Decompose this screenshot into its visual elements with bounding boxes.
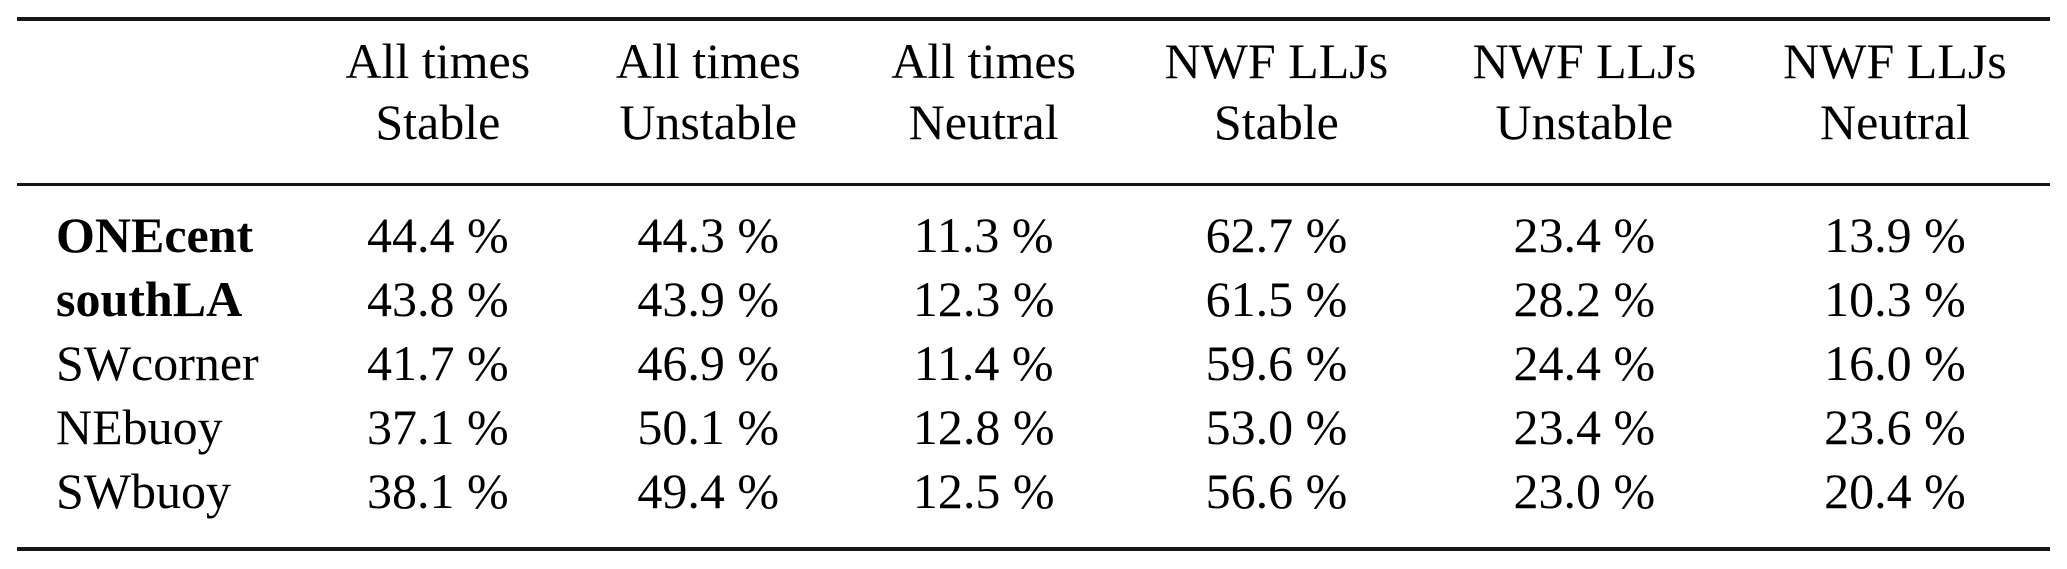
table-cell: 53.0 % <box>1205 399 1348 455</box>
table-row-southla: southLA 43.8 % 43.9 % 12.3 % 61.5 % 28.2… <box>17 267 2050 331</box>
table-cell: 41.7 % <box>366 335 509 391</box>
table-cell: 46.9 % <box>637 335 780 391</box>
table-cell: 11.4 % <box>913 335 1054 391</box>
table-cell: 13.9 % <box>1824 207 1966 263</box>
column-header-line1: All times <box>345 33 531 89</box>
table-cell: 44.3 % <box>637 207 780 263</box>
table-cell: 23.4 % <box>1513 207 1656 263</box>
table-cell: 37.1 % <box>366 399 509 455</box>
column-header-line1: NWF LLJs <box>1783 33 2007 89</box>
table-cell: 43.8 % <box>366 271 509 327</box>
table-cell: 16.0 % <box>1824 335 1966 391</box>
table-cell: 23.0 % <box>1513 463 1656 519</box>
column-header-line2: Neutral <box>1819 94 1970 150</box>
column-header-line1: NWF LLJs <box>1164 33 1389 89</box>
table-cell: 11.3 % <box>913 207 1054 263</box>
table-row-nebuoy: NEbuoy 37.1 % 50.1 % 12.8 % 53.0 % 23.4 … <box>17 395 2050 459</box>
column-header-line2: Unstable <box>1495 94 1674 150</box>
table-cell: 23.6 % <box>1824 399 1966 455</box>
table-cell: 49.4 % <box>637 463 780 519</box>
table-cell: 20.4 % <box>1824 463 1966 519</box>
row-label: SWcorner <box>56 335 259 391</box>
table-cell: 61.5 % <box>1205 271 1348 327</box>
table-cell: 59.6 % <box>1205 335 1348 391</box>
table-cell: 56.6 % <box>1205 463 1348 519</box>
row-label: NEbuoy <box>56 399 223 455</box>
table-cell: 10.3 % <box>1824 271 1966 327</box>
table-row-swcorner: SWcorner 41.7 % 46.9 % 11.4 % 59.6 % 24.… <box>17 331 2050 395</box>
column-header-line1: All times <box>891 33 1076 89</box>
header-row: All times Stable All times Unstable All … <box>17 19 2050 186</box>
column-header-nwfllj-stable: NWF LLJs Stable <box>1123 19 1429 186</box>
column-header-nwfllj-unstable: NWF LLJs Unstable <box>1428 19 1740 186</box>
column-header-nwfllj-neutral: NWF LLJs Neutral <box>1739 19 2050 186</box>
column-header-line2: Stable <box>375 94 501 150</box>
table-cell: 44.4 % <box>366 207 509 263</box>
column-header-alltimes-stable: All times Stable <box>302 19 573 186</box>
table-body: ONEcent 44.4 % 44.3 % 11.3 % 62.7 % 23.4… <box>17 185 2050 550</box>
column-header-line2: Unstable <box>619 94 798 150</box>
table-cell: 28.2 % <box>1513 271 1656 327</box>
row-label: ONEcent <box>56 207 254 263</box>
row-label: southLA <box>56 271 243 327</box>
table-cell: 12.8 % <box>912 399 1055 455</box>
table-row-swbuoy: SWbuoy 38.1 % 49.4 % 12.5 % 56.6 % 23.0 … <box>17 459 2050 549</box>
column-header-alltimes-unstable: All times Unstable <box>573 19 844 186</box>
column-header-line2: Neutral <box>908 94 1059 150</box>
table-cell: 50.1 % <box>637 399 780 455</box>
column-header-line1: All times <box>615 33 801 89</box>
table-cell: 23.4 % <box>1513 399 1656 455</box>
table-row-onecent: ONEcent 44.4 % 44.3 % 11.3 % 62.7 % 23.4… <box>17 185 2050 268</box>
table-cell: 43.9 % <box>637 271 780 327</box>
column-header-line2: Stable <box>1213 94 1339 150</box>
table-cell: 38.1 % <box>366 463 509 519</box>
table-cell: 12.5 % <box>912 463 1055 519</box>
table-cell: 24.4 % <box>1513 335 1656 391</box>
table-header: All times Stable All times Unstable All … <box>17 19 2050 186</box>
stability-statistics-table: All times Stable All times Unstable All … <box>17 17 2050 551</box>
header-row-label-spacer <box>17 19 303 186</box>
column-header-line1: NWF LLJs <box>1472 33 1697 89</box>
table-cell: 62.7 % <box>1205 207 1348 263</box>
column-header-alltimes-neutral: All times Neutral <box>843 19 1124 186</box>
table-cell: 12.3 % <box>912 271 1055 327</box>
row-label: SWbuoy <box>56 463 231 519</box>
